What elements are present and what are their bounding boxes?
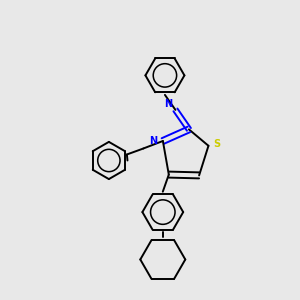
Text: N: N	[149, 136, 158, 146]
Text: S: S	[213, 139, 220, 149]
Text: N: N	[164, 99, 172, 109]
